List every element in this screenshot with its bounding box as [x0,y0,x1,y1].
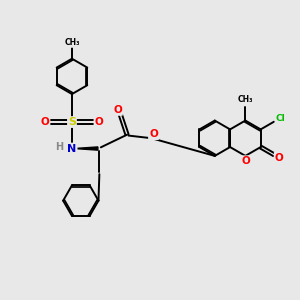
Text: O: O [113,105,122,115]
Text: H: H [55,142,63,152]
Text: O: O [149,129,158,139]
Text: O: O [40,117,49,127]
Text: CH₃: CH₃ [238,95,253,104]
Text: N: N [67,143,76,154]
Text: O: O [242,156,250,166]
Text: Cl: Cl [275,114,285,123]
Text: S: S [68,117,76,127]
Text: O: O [149,129,158,139]
Polygon shape [76,147,98,150]
Text: CH₃: CH₃ [64,38,80,47]
Text: O: O [275,153,284,163]
Text: O: O [95,117,103,127]
